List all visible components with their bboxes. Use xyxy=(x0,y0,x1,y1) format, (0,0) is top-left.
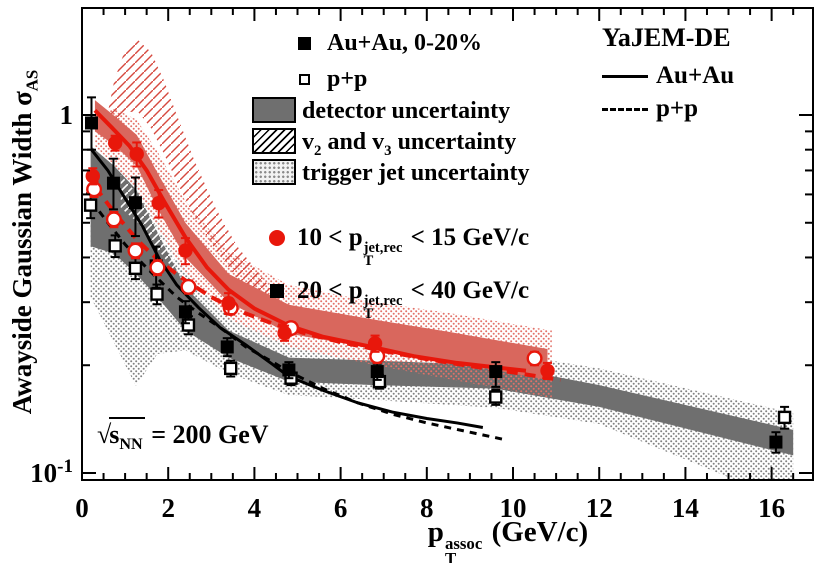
legend-swatch-detector-uncertainty xyxy=(252,97,296,123)
legend-dashed-line-sample xyxy=(602,108,648,111)
legend-label-jet-bin-10-15: 10 < p jet,rec T < 15 GeV/c xyxy=(297,224,530,269)
x-tick-label: 0 xyxy=(75,493,89,523)
axes-layer: 0 2 4 6 8 10 12 14 16 1 10-1 xyxy=(30,7,814,523)
legend-solid-line-sample xyxy=(602,75,648,78)
data-point-auau-10-15 xyxy=(151,196,166,211)
x-tick-label: 12 xyxy=(586,493,613,523)
y-tick-label: 10-1 xyxy=(30,456,73,488)
data-point-pp-20-40 xyxy=(223,361,238,376)
data-point-auau-10-15 xyxy=(277,325,292,341)
uncertainty-band-v2-v3-uncertainty-10-15 xyxy=(105,39,281,319)
legend-marker-open-square xyxy=(299,74,310,85)
data-point-auau-10-15 xyxy=(367,336,383,351)
data-point-auau-10-15 xyxy=(129,146,144,162)
data-point-auau-20-40 xyxy=(128,196,142,210)
data-point-pp-20-40 xyxy=(489,390,503,404)
sqrt-symbol: √ xyxy=(97,420,111,449)
model-curve-yajem-pp-10-15 xyxy=(93,185,561,382)
legend-swatch-v2-v3-uncertainty xyxy=(252,128,296,154)
sigma-symbol: σ xyxy=(7,91,37,106)
legend-model-label-pp: p+p xyxy=(656,95,699,122)
legend-marker-filled-square xyxy=(298,37,311,50)
data-point-pp-20-40 xyxy=(108,239,122,253)
legend-label-pp: p+p xyxy=(327,66,368,92)
data-point-auau-20-40 xyxy=(106,176,120,190)
y-axis-title: Awayside Gaussian Width σAS xyxy=(7,69,42,415)
x-tick-label: 4 xyxy=(248,493,262,523)
x-tick-label: 16 xyxy=(758,493,785,523)
data-point-auau-10-15 xyxy=(221,296,236,311)
x-axis-title: p assoc T (GeV/c) xyxy=(427,516,589,563)
legend-label-v2-v3-uncertainty: v2 and v3 uncertainty xyxy=(302,129,517,159)
uncertainty-band-trigger-jet-uncertainty-10-15 xyxy=(94,108,552,398)
data-point-auau-20-40 xyxy=(84,116,98,130)
collision-energy-annotation: √sNN = 200 GeV xyxy=(97,417,269,454)
data-point-auau-10-15 xyxy=(540,363,555,378)
data-point-auau-20-40 xyxy=(282,363,296,377)
data-point-pp-20-40 xyxy=(181,318,196,332)
data-point-pp-10-15 xyxy=(180,278,197,295)
data-point-pp-20-40 xyxy=(83,198,98,212)
legend-marker-black-square xyxy=(270,284,284,298)
legend-label-trigger-jet-uncertainty: trigger jet uncertainty xyxy=(302,160,530,186)
model-curve-yajem-auau-20-40 xyxy=(90,148,484,429)
data-point-pp-10-15 xyxy=(526,350,543,367)
x-tick-label: 14 xyxy=(672,493,699,523)
data-point-pp-20-40 xyxy=(128,261,143,276)
uncertainty-band-detector-uncertainty-20-40 xyxy=(90,145,794,456)
data-points-layer xyxy=(83,96,792,454)
data-point-pp-20-40 xyxy=(150,287,164,301)
legend-model-label-auau: Au+Au xyxy=(656,62,735,89)
x-tick-label: 10 xyxy=(500,493,527,523)
legend-label-detector-uncertainty: detector uncertainty xyxy=(302,98,511,124)
x-tick-label: 6 xyxy=(334,493,348,523)
data-point-auau-20-40 xyxy=(769,435,783,449)
data-point-auau-10-15 xyxy=(178,243,193,258)
data-point-auau-10-15 xyxy=(107,135,123,151)
legend-marker-red-circle xyxy=(269,230,285,246)
data-point-pp-10-15 xyxy=(105,211,122,228)
legend-label-auau: Au+Au, 0-20% xyxy=(327,30,483,56)
legend-model-title: YaJEM-DE xyxy=(602,23,731,52)
data-point-auau-20-40 xyxy=(489,365,503,379)
x-tick-label: 8 xyxy=(420,493,434,523)
x-tick-label: 2 xyxy=(161,493,175,523)
legend-swatch-trigger-jet-uncertainty xyxy=(252,159,296,185)
data-point-auau-20-40 xyxy=(178,305,192,319)
data-point-auau-20-40 xyxy=(220,340,234,354)
data-point-auau-10-15 xyxy=(85,168,100,184)
y-tick-label: 1 xyxy=(60,100,74,130)
data-point-pp-10-15 xyxy=(149,259,166,276)
data-point-pp-10-15 xyxy=(127,242,144,259)
data-point-pp-20-40 xyxy=(777,410,792,425)
data-point-auau-20-40 xyxy=(370,365,384,379)
legend-label-jet-bin-20-40: 20 < p jet,rec T < 40 GeV/c xyxy=(297,277,530,322)
